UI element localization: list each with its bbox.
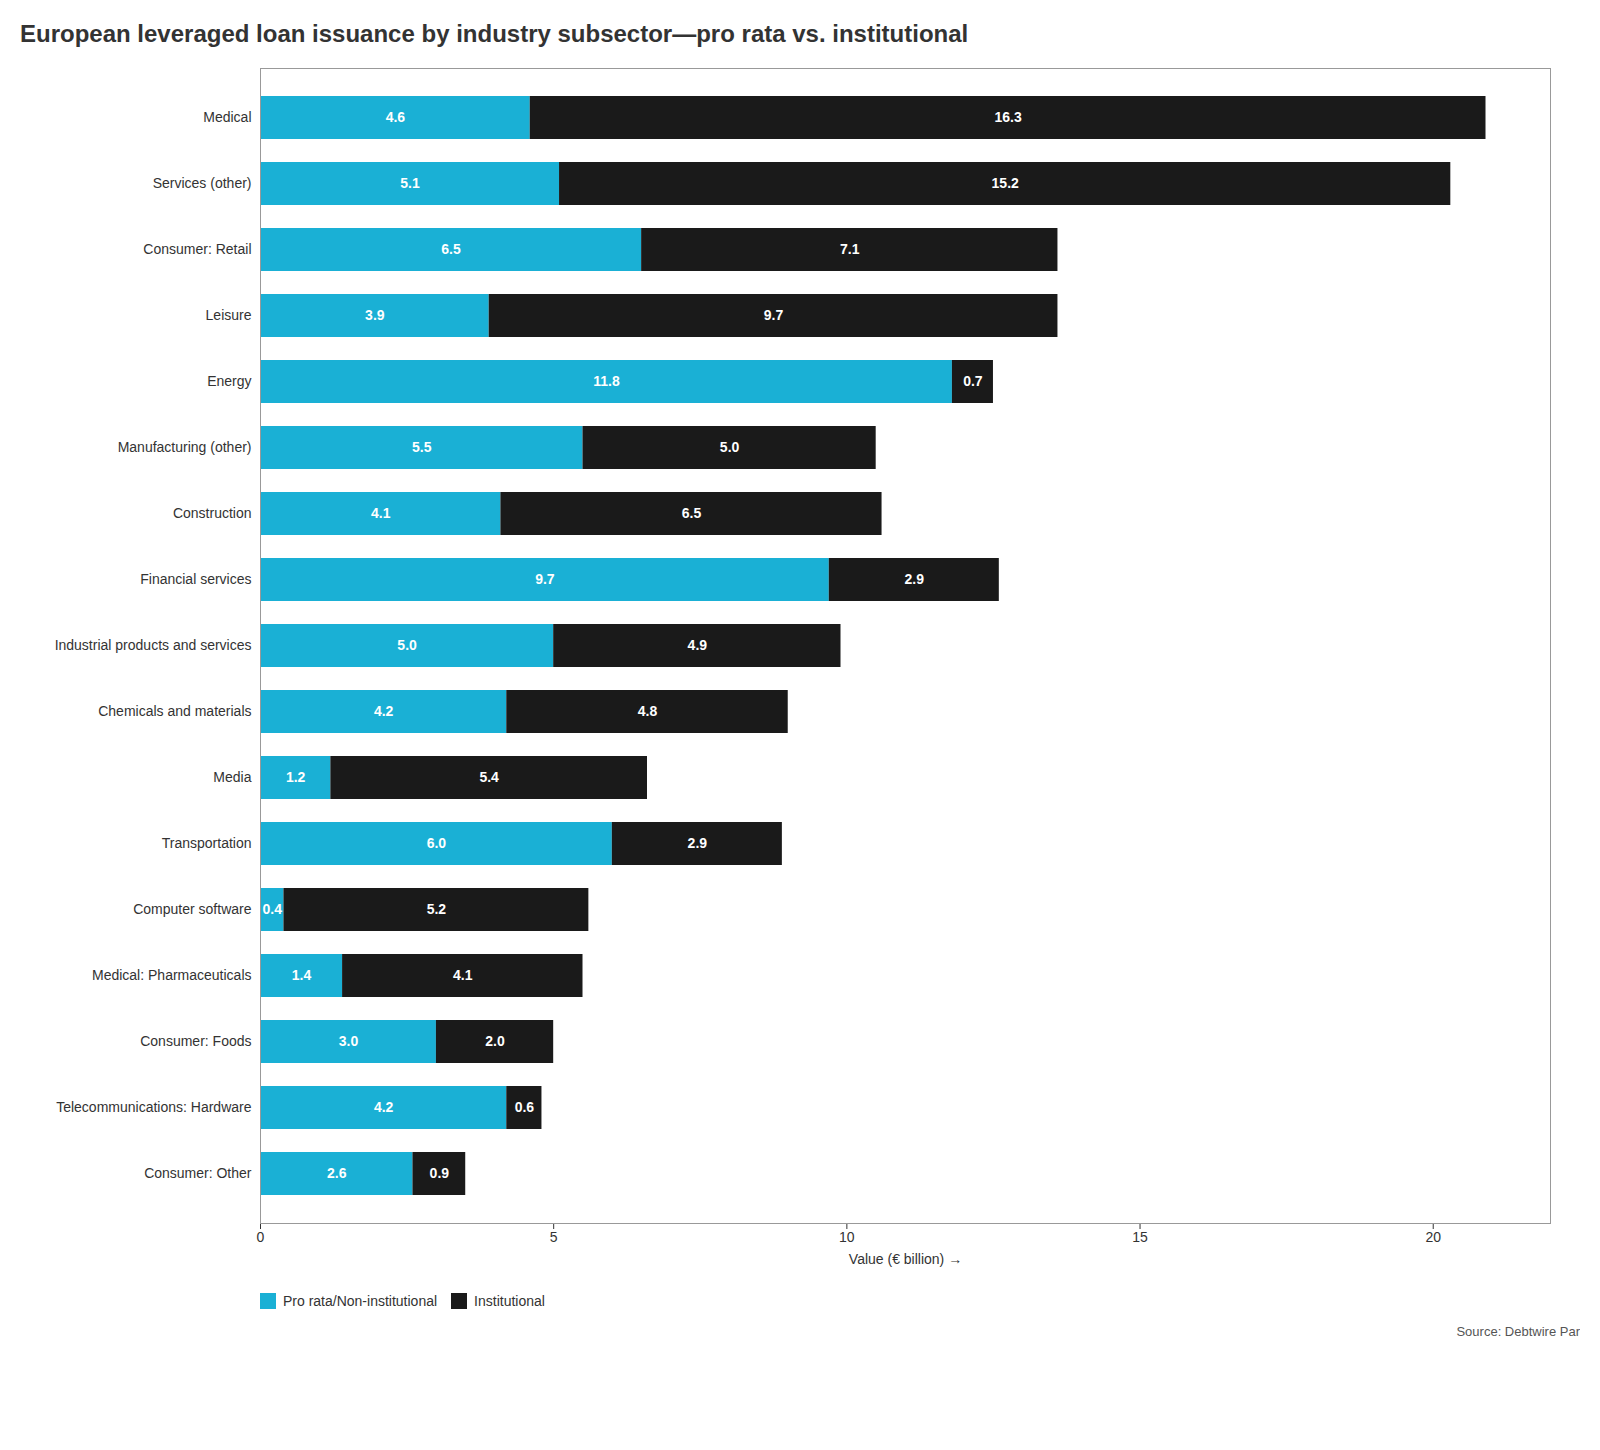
svg-text:Media: Media [213, 769, 251, 785]
svg-text:Services (other): Services (other) [153, 175, 252, 191]
html-text:Source: Debtwire Par: Source: Debtwire Par [1456, 1324, 1580, 1339]
svg-text:Computer software: Computer software [133, 901, 251, 917]
svg-text:Chemicals and materials: Chemicals and materials [98, 703, 251, 719]
svg-text:16.3: 16.3 [994, 109, 1021, 125]
svg-text:Industrial products and servic: Industrial products and services [55, 637, 252, 653]
svg-text:5.0: 5.0 [720, 439, 740, 455]
svg-text:1.4: 1.4 [292, 967, 312, 983]
svg-text:5.0: 5.0 [397, 637, 417, 653]
svg-text:20: 20 [1425, 1229, 1441, 1245]
html-text:Institutional: Institutional [474, 1292, 545, 1309]
svg-text:15: 15 [1132, 1229, 1148, 1245]
svg-text:15.2: 15.2 [992, 175, 1019, 191]
svg-text:Consumer: Foods: Consumer: Foods [140, 1033, 251, 1049]
svg-text:0.4: 0.4 [262, 901, 282, 917]
svg-text:1.2: 1.2 [286, 769, 306, 785]
svg-text:Medical: Pharmaceuticals: Medical: Pharmaceuticals [92, 967, 252, 983]
svg-text:Value (€ billion) →: Value (€ billion) → [849, 1251, 962, 1267]
svg-text:0.7: 0.7 [963, 373, 983, 389]
svg-text:4.9: 4.9 [688, 637, 708, 653]
svg-text:0.6: 0.6 [515, 1099, 535, 1115]
svg-text:Financial services: Financial services [140, 571, 251, 587]
svg-text:Transportation: Transportation [162, 835, 252, 851]
svg-text:9.7: 9.7 [535, 571, 555, 587]
svg-text:6.5: 6.5 [441, 241, 461, 257]
svg-text:2.6: 2.6 [327, 1165, 347, 1181]
svg-text:0: 0 [257, 1229, 265, 1245]
svg-text:10: 10 [839, 1229, 855, 1245]
svg-text:4.6: 4.6 [386, 109, 406, 125]
svg-text:0.9: 0.9 [430, 1165, 450, 1181]
svg-text:6.5: 6.5 [682, 505, 702, 521]
svg-text:9.7: 9.7 [764, 307, 784, 323]
svg-text:2.0: 2.0 [485, 1033, 505, 1049]
svg-text:5.5: 5.5 [412, 439, 432, 455]
html-text:European leveraged loan issuan: European leveraged loan issuance by indu… [20, 20, 969, 47]
svg-text:5.2: 5.2 [427, 901, 447, 917]
html-text:Pro rata/Non-institutional: Pro rata/Non-institutional [283, 1292, 438, 1309]
svg-text:Consumer: Retail: Consumer: Retail [143, 241, 251, 257]
svg-text:11.8: 11.8 [593, 373, 620, 389]
svg-text:Telecommunications: Hardware: Telecommunications: Hardware [56, 1099, 252, 1115]
svg-text:Construction: Construction [173, 505, 252, 521]
svg-text:4.8: 4.8 [638, 703, 658, 719]
svg-text:6.0: 6.0 [427, 835, 447, 851]
svg-text:3.0: 3.0 [339, 1033, 359, 1049]
svg-text:Manufacturing (other): Manufacturing (other) [118, 439, 252, 455]
svg-text:4.1: 4.1 [371, 505, 391, 521]
svg-text:4.1: 4.1 [453, 967, 473, 983]
svg-text:7.1: 7.1 [840, 241, 860, 257]
svg-text:Consumer: Other: Consumer: Other [144, 1165, 252, 1181]
svg-text:Medical: Medical [203, 109, 251, 125]
svg-text:2.9: 2.9 [905, 571, 925, 587]
svg-text:5: 5 [550, 1229, 558, 1245]
svg-text:4.2: 4.2 [374, 703, 394, 719]
svg-text:Leisure: Leisure [206, 307, 252, 323]
svg-text:3.9: 3.9 [365, 307, 385, 323]
svg-text:4.2: 4.2 [374, 1099, 394, 1115]
svg-text:5.1: 5.1 [400, 175, 420, 191]
svg-text:2.9: 2.9 [688, 835, 708, 851]
svg-text:5.4: 5.4 [479, 769, 499, 785]
svg-text:Energy: Energy [207, 373, 251, 389]
